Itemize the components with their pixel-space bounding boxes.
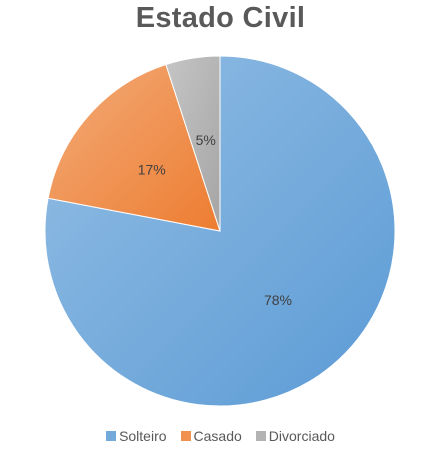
data-label-solteiro: 78% — [264, 292, 292, 308]
legend-swatch-divorciado — [255, 431, 266, 441]
data-label-casado: 17% — [138, 162, 166, 178]
chart-title: Estado Civil — [135, 2, 306, 34]
chart-legend: Solteiro Casado Divorciado — [0, 428, 441, 444]
legend-swatch-solteiro — [106, 431, 117, 441]
legend-label-casado: Casado — [193, 428, 242, 444]
legend-label-solteiro: Solteiro — [119, 428, 167, 444]
pie-slices — [44, 55, 396, 407]
legend-item-casado: Casado — [180, 428, 242, 444]
legend-swatch-casado — [180, 431, 191, 441]
legend-item-divorciado: Divorciado — [255, 428, 335, 444]
data-label-divorciado: 5% — [196, 132, 216, 148]
pie-slice-casado — [47, 63, 221, 232]
pie-data-labels: 78% 17% 5% — [138, 132, 292, 308]
legend-label-divorciado: Divorciado — [268, 428, 335, 444]
pie-slice-divorciado — [165, 55, 221, 232]
legend-item-solteiro: Solteiro — [106, 428, 167, 444]
